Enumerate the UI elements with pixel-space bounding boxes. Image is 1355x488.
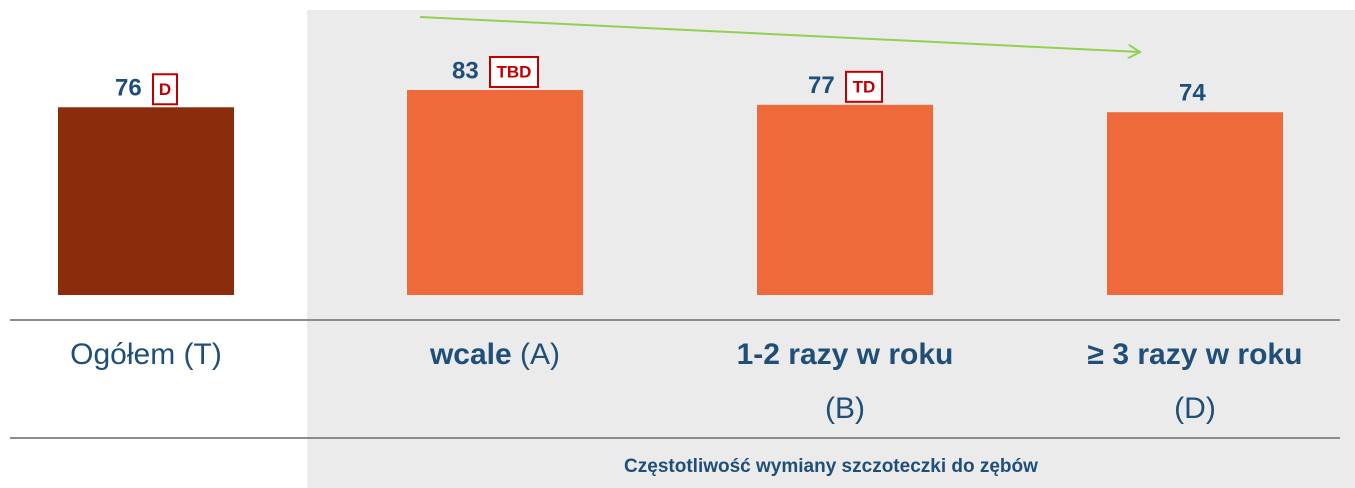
badge: TD bbox=[853, 77, 876, 96]
value-label: 76 bbox=[115, 75, 142, 102]
category-name: ≥ 3 razy w roku bbox=[1088, 338, 1303, 371]
bar bbox=[58, 107, 234, 295]
bar bbox=[407, 89, 583, 296]
badge: TBD bbox=[497, 62, 532, 81]
category-code: (A) bbox=[520, 338, 560, 371]
category-code: (T) bbox=[184, 338, 222, 371]
value-label: 83 bbox=[452, 57, 479, 84]
x-tick-label: 1-2 razy w roku bbox=[737, 338, 954, 371]
value-label: 74 bbox=[1179, 80, 1206, 107]
x-tick-label: Ogółem (T) bbox=[70, 338, 222, 371]
category-name: Ogółem bbox=[70, 338, 175, 371]
category-name: wcale bbox=[429, 338, 512, 371]
category-code: (D) bbox=[1174, 392, 1216, 425]
badge-box bbox=[845, 70, 883, 103]
value-label: 77 bbox=[808, 72, 835, 99]
badge-box bbox=[489, 55, 539, 88]
badge: D bbox=[159, 80, 171, 99]
x-tick-label: ≥ 3 razy w roku bbox=[1088, 338, 1303, 371]
category-code: (B) bbox=[825, 392, 865, 425]
badge-box bbox=[152, 73, 178, 106]
bar bbox=[1107, 112, 1283, 295]
category-name: 1-2 razy w roku bbox=[737, 338, 954, 371]
x-tick-label: wcale (A) bbox=[429, 338, 560, 371]
trend-arrow bbox=[419, 16, 1140, 52]
x-axis-label: Częstotliwość wymiany szczoteczki do zęb… bbox=[624, 456, 1038, 477]
bar bbox=[757, 104, 933, 295]
